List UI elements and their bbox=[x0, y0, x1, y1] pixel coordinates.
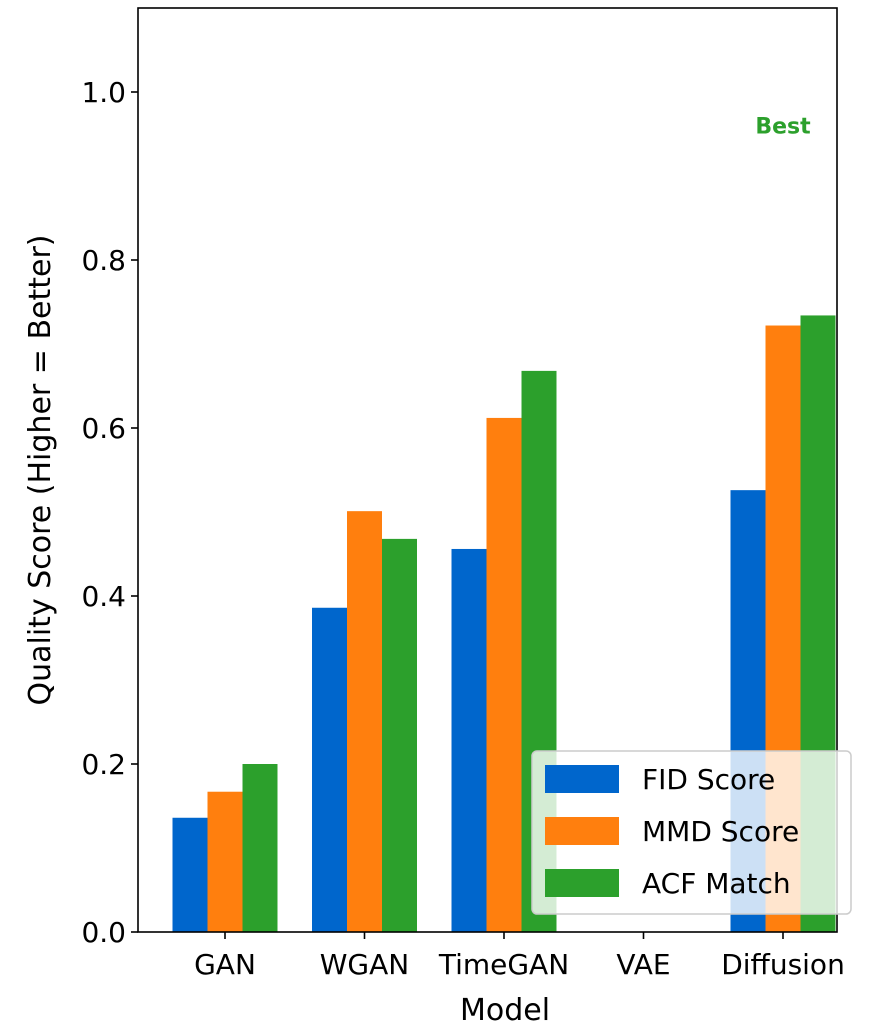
x-tick-label: TimeGAN bbox=[438, 948, 569, 981]
y-tick-label: 0.0 bbox=[81, 916, 126, 949]
y-axis: 0.0 0.2 0.4 0.6 0.8 1.0 bbox=[81, 76, 138, 949]
bar-mmd-score-wgan bbox=[347, 511, 382, 932]
legend-swatch bbox=[545, 817, 619, 845]
y-tick-label: 0.4 bbox=[81, 580, 126, 613]
annotations-layer: Best bbox=[755, 115, 811, 140]
legend-label: ACF Match bbox=[642, 867, 791, 900]
x-tick-label: VAE bbox=[616, 948, 670, 981]
x-tick-label: Diffusion bbox=[721, 948, 845, 981]
legend-label: FID Score bbox=[642, 763, 775, 796]
bar-fid-score-timegan bbox=[451, 548, 487, 932]
bar-fid-score-gan bbox=[172, 817, 208, 932]
x-axis: GAN WGAN TimeGAN VAE Diffusion bbox=[194, 932, 845, 981]
y-tick-label: 0.8 bbox=[81, 244, 126, 277]
y-tick-label: 1.0 bbox=[81, 76, 126, 109]
bar-fid-score-wgan bbox=[312, 607, 347, 932]
x-tick-label: WGAN bbox=[320, 948, 409, 981]
best-annotation: Best bbox=[755, 115, 811, 140]
bar-acf-match-gan bbox=[242, 764, 278, 932]
y-tick-label: 0.2 bbox=[81, 748, 126, 781]
legend: FID Score MMD Score ACF Match bbox=[531, 750, 852, 915]
bar-mmd-score-gan bbox=[207, 791, 243, 932]
legend-label: MMD Score bbox=[642, 815, 799, 848]
legend-swatch bbox=[545, 869, 619, 897]
y-axis-label: Quality Score (Higher = Better) bbox=[23, 234, 58, 705]
bar-acf-match-wgan bbox=[382, 538, 417, 932]
plot-frame bbox=[137, 7, 838, 933]
bar-mmd-score-timegan bbox=[486, 417, 522, 932]
y-tick-label: 0.6 bbox=[81, 412, 126, 445]
x-axis-label: Model bbox=[460, 993, 550, 1026]
x-tick-label: GAN bbox=[194, 948, 256, 981]
legend-swatch bbox=[545, 765, 619, 793]
